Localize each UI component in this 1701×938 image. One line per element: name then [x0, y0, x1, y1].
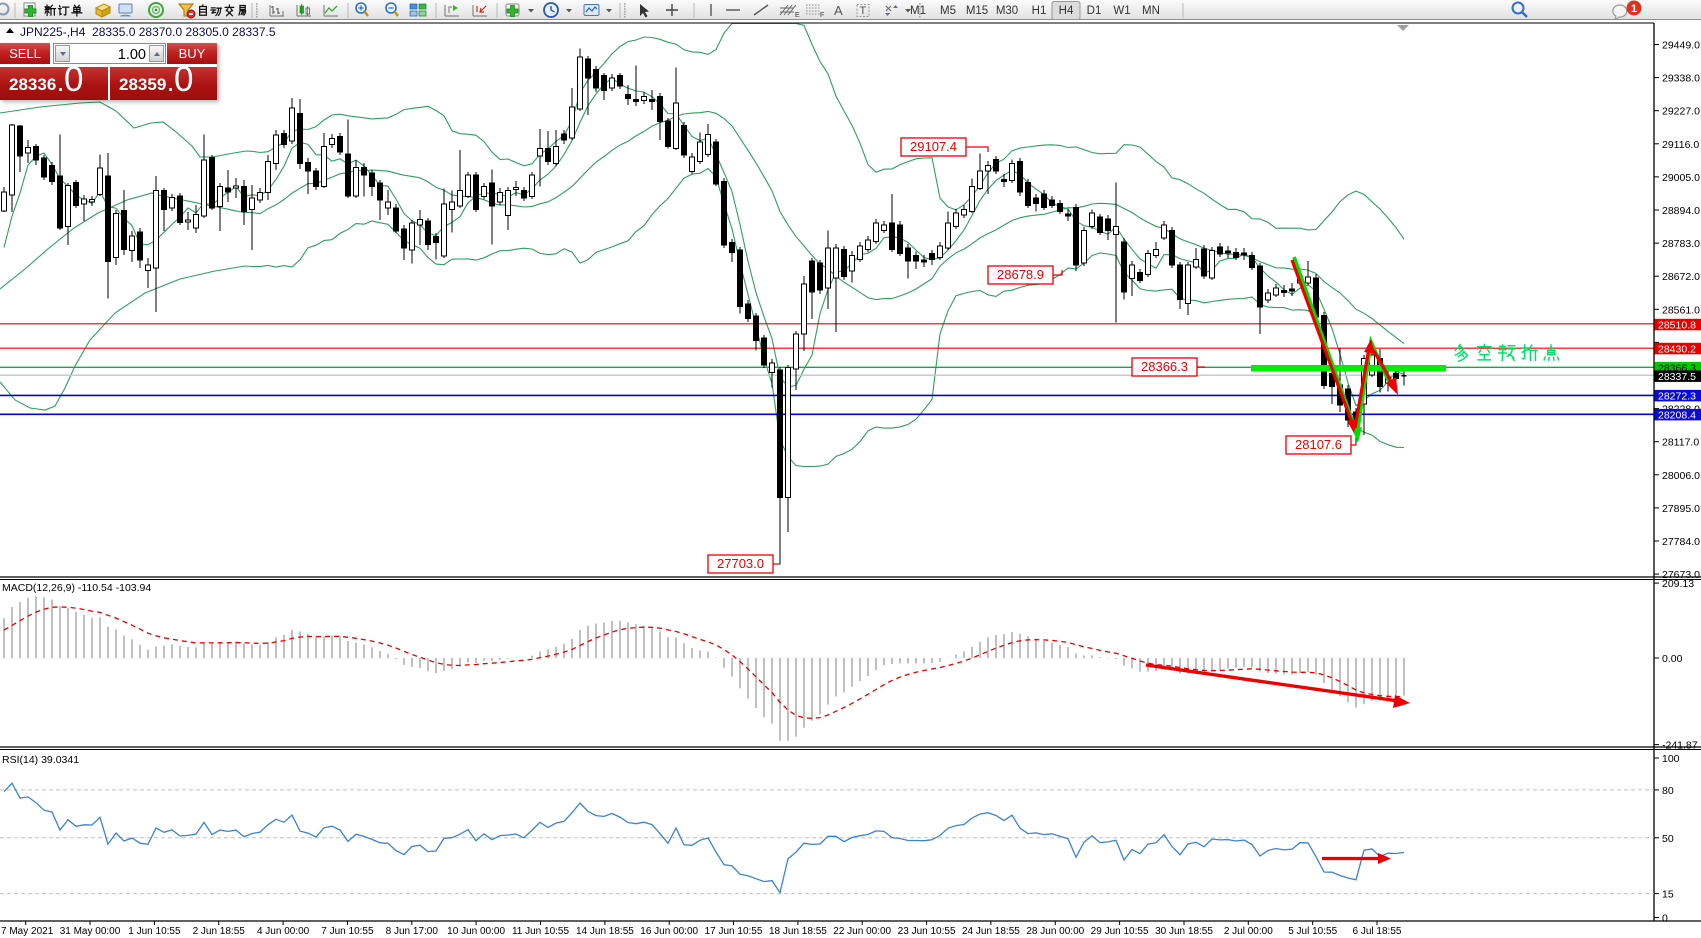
svg-text:-241.87: -241.87 — [1662, 740, 1698, 752]
svg-text:F: F — [820, 12, 824, 19]
svg-text:H4: H4 — [1059, 5, 1074, 17]
svg-text:209.13: 209.13 — [1662, 578, 1694, 590]
svg-text:11 Jun 10:55: 11 Jun 10:55 — [512, 926, 570, 937]
svg-text:28678.9: 28678.9 — [997, 267, 1044, 282]
svg-text:17 Jun 10:55: 17 Jun 10:55 — [705, 926, 763, 937]
svg-text:100: 100 — [1662, 753, 1680, 765]
svg-text:28117.0: 28117.0 — [1662, 437, 1699, 449]
svg-text:28510.8: 28510.8 — [1658, 319, 1696, 331]
svg-text:0: 0 — [1662, 913, 1668, 925]
svg-text:27784.0: 27784.0 — [1662, 536, 1700, 548]
svg-text:24 Jun 18:55: 24 Jun 18:55 — [962, 926, 1020, 937]
svg-text:50: 50 — [1662, 833, 1674, 845]
svg-text:A: A — [834, 3, 843, 18]
svg-text:T: T — [860, 5, 867, 17]
svg-text:7 May 2021: 7 May 2021 — [1, 926, 54, 937]
svg-text:0.00: 0.00 — [1662, 653, 1683, 665]
svg-text:E: E — [795, 12, 800, 19]
svg-text:18 Jun 18:55: 18 Jun 18:55 — [769, 926, 827, 937]
svg-text:29 Jun 10:55: 29 Jun 10:55 — [1091, 926, 1149, 937]
svg-text:28337.5: 28337.5 — [1658, 371, 1696, 383]
svg-text:27895.0: 27895.0 — [1662, 503, 1700, 515]
svg-text:5 Jul 10:55: 5 Jul 10:55 — [1288, 926, 1337, 937]
svg-text:7 Jun 10:55: 7 Jun 10:55 — [321, 926, 374, 937]
svg-text:1: 1 — [1631, 3, 1637, 15]
svg-text:29338.0: 29338.0 — [1662, 73, 1700, 85]
svg-text:10 Jun 00:00: 10 Jun 00:00 — [447, 926, 505, 937]
svg-text:15: 15 — [1662, 889, 1674, 901]
svg-text:MN: MN — [1142, 5, 1160, 17]
svg-text:29107.4: 29107.4 — [910, 139, 957, 154]
svg-text:1 Jun 10:55: 1 Jun 10:55 — [128, 926, 181, 937]
svg-text:MACD(12,26,9) -110.54 -103.94: MACD(12,26,9) -110.54 -103.94 — [2, 582, 151, 594]
svg-text:28 Jun 00:00: 28 Jun 00:00 — [1026, 926, 1084, 937]
svg-text:27703.0: 27703.0 — [717, 556, 764, 571]
svg-text:28672.0: 28672.0 — [1662, 271, 1700, 283]
svg-text:M15: M15 — [966, 5, 988, 17]
svg-text:W1: W1 — [1113, 5, 1130, 17]
svg-text:H1: H1 — [1032, 5, 1047, 17]
svg-text:27673.0: 27673.0 — [1662, 569, 1700, 581]
svg-text:28208.4: 28208.4 — [1658, 409, 1696, 421]
svg-text:M5: M5 — [940, 5, 956, 17]
svg-text:14 Jun 18:55: 14 Jun 18:55 — [576, 926, 634, 937]
svg-text:2 Jul 00:00: 2 Jul 00:00 — [1224, 926, 1273, 937]
svg-text:31 May 00:00: 31 May 00:00 — [60, 926, 121, 937]
svg-text:M1: M1 — [910, 5, 926, 17]
svg-text:29227.0: 29227.0 — [1662, 106, 1700, 118]
svg-text:4 Jun 00:00: 4 Jun 00:00 — [257, 926, 310, 937]
svg-text:2 Jun 18:55: 2 Jun 18:55 — [193, 926, 246, 937]
svg-text:28107.6: 28107.6 — [1295, 437, 1342, 452]
svg-text:22 Jun 00:00: 22 Jun 00:00 — [833, 926, 891, 937]
svg-text:28894.0: 28894.0 — [1662, 205, 1700, 217]
svg-text:RSI(14) 39.0341: RSI(14) 39.0341 — [2, 754, 79, 766]
svg-text:8 Jun 17:00: 8 Jun 17:00 — [386, 926, 439, 937]
svg-text:23 Jun 10:55: 23 Jun 10:55 — [898, 926, 956, 937]
svg-text:JPN225-,H4 28335.0 28370.0 28: JPN225-,H4 28335.0 28370.0 28305.0 28337… — [20, 25, 276, 39]
svg-text:16 Jun 00:00: 16 Jun 00:00 — [640, 926, 698, 937]
svg-text:28006.0: 28006.0 — [1662, 470, 1700, 482]
svg-text:28366.3: 28366.3 — [1141, 359, 1188, 374]
svg-text:29449.0: 29449.0 — [1662, 40, 1700, 52]
svg-text:D1: D1 — [1087, 5, 1102, 17]
svg-text:29005.0: 29005.0 — [1662, 172, 1700, 184]
svg-text:28430.2: 28430.2 — [1658, 343, 1696, 355]
svg-text:M30: M30 — [996, 5, 1018, 17]
svg-text:6 Jul 18:55: 6 Jul 18:55 — [1353, 926, 1402, 937]
svg-text:30 Jun 18:55: 30 Jun 18:55 — [1155, 926, 1213, 937]
svg-text:28561.0: 28561.0 — [1662, 304, 1700, 316]
svg-text:28272.3: 28272.3 — [1658, 390, 1696, 402]
svg-text:80: 80 — [1662, 785, 1674, 797]
svg-text:29116.0: 29116.0 — [1662, 139, 1699, 151]
svg-text:28783.0: 28783.0 — [1662, 238, 1700, 250]
